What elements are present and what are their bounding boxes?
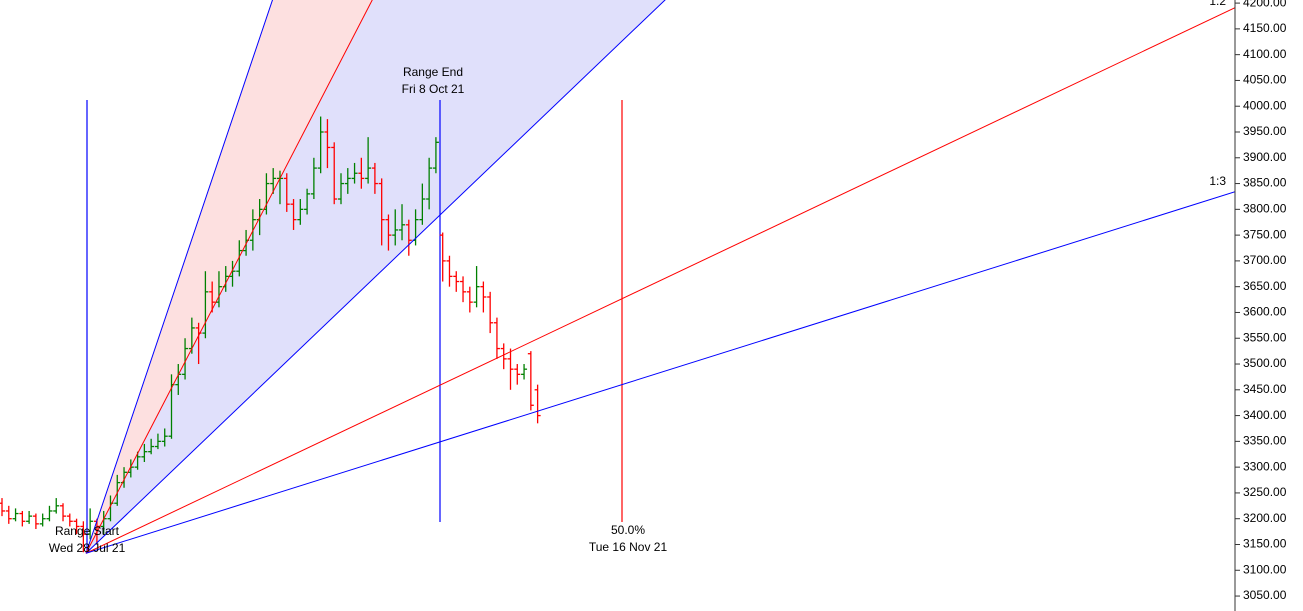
- y-tick-label: 4150.00: [1243, 21, 1287, 35]
- y-tick-label: 4000.00: [1243, 98, 1287, 112]
- y-tick-label: 3450.00: [1243, 382, 1287, 396]
- y-tick-label: 3350.00: [1243, 434, 1287, 448]
- fan-label: 1:3: [1209, 174, 1226, 188]
- y-tick-label: 3700.00: [1243, 253, 1287, 267]
- marker-label: Wed 28 Jul 21: [49, 541, 126, 555]
- y-tick-label: 3750.00: [1243, 227, 1287, 241]
- y-tick-label: 3150.00: [1243, 537, 1287, 551]
- fan-label: 1:2: [1209, 0, 1226, 8]
- y-tick-label: 3800.00: [1243, 202, 1287, 216]
- y-tick-label: 3050.00: [1243, 588, 1287, 602]
- y-tick-label: 4050.00: [1243, 73, 1287, 87]
- marker-label: 50.0%: [611, 523, 645, 537]
- y-tick-label: 4100.00: [1243, 47, 1287, 61]
- y-tick-label: 3650.00: [1243, 279, 1287, 293]
- y-tick-label: 3850.00: [1243, 176, 1287, 190]
- y-tick-label: 3400.00: [1243, 408, 1287, 422]
- marker-label: Range Start: [55, 524, 120, 538]
- y-tick-label: 3900.00: [1243, 150, 1287, 164]
- y-tick-label: 4200.00: [1243, 0, 1287, 9]
- fan-line: [85, 7, 1235, 554]
- y-tick-label: 3300.00: [1243, 459, 1287, 473]
- marker-label: Fri 8 Oct 21: [402, 82, 465, 96]
- y-tick-label: 3600.00: [1243, 305, 1287, 319]
- marker-label: Tue 16 Nov 21: [589, 540, 668, 554]
- axis-panel: [1235, 0, 1303, 611]
- y-axis: 4200.00 4150.00 4100.00 4050.00 4000.00 3950.…: [1235, 0, 1287, 602]
- fan-line: [85, 0, 666, 554]
- y-tick-label: 3200.00: [1243, 511, 1287, 525]
- y-tick-label: 3250.00: [1243, 485, 1287, 499]
- y-tick-label: 3550.00: [1243, 330, 1287, 344]
- y-tick-label: 3500.00: [1243, 356, 1287, 370]
- fan-line: [85, 191, 1235, 554]
- y-tick-label: 3950.00: [1243, 124, 1287, 138]
- marker-label: Range End: [403, 65, 463, 79]
- plot-area: 1:2 1:3 Range Start Wed 28 Jul 21 Range End F…: [0, 0, 1235, 555]
- fan-line: [85, 0, 373, 554]
- y-tick-label: 3100.00: [1243, 562, 1287, 576]
